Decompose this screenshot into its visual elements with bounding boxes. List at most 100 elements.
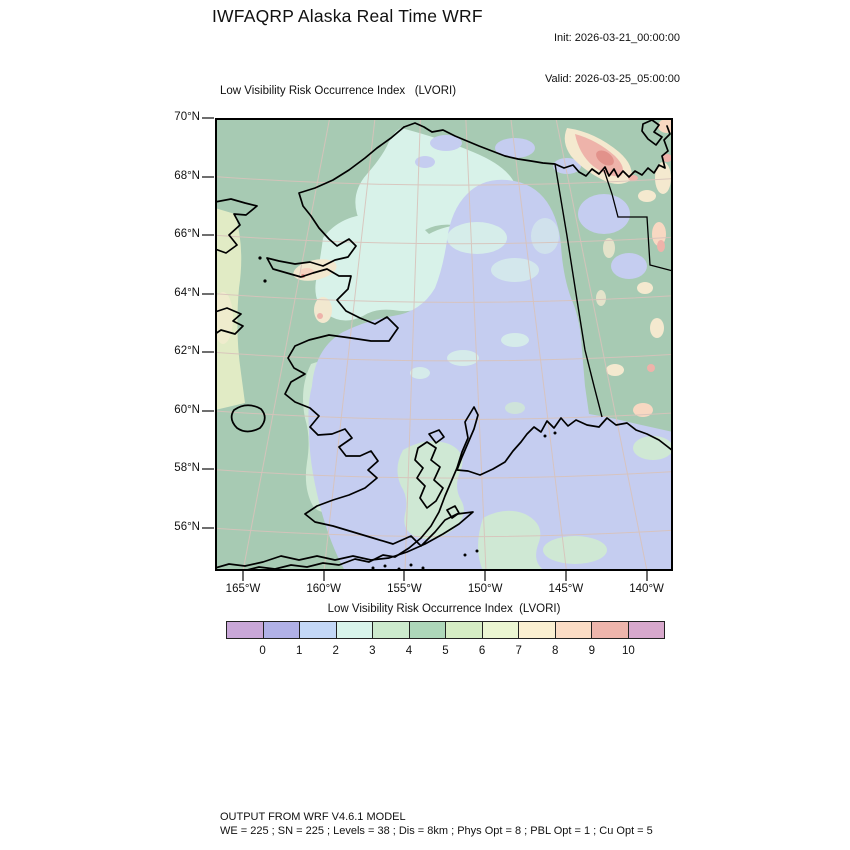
colorbar-cell — [628, 622, 664, 638]
fill-east-cream — [606, 364, 624, 376]
fill-blue-patch — [415, 156, 435, 168]
footer-model-line: OUTPUT FROM WRF V4.6.1 MODEL — [220, 811, 406, 823]
fill-cyan-patch — [501, 333, 529, 347]
fill-gulf-green-patch — [633, 436, 673, 460]
colorbar-cell — [555, 622, 592, 638]
fill-cyan-patch — [410, 367, 430, 379]
x-tick-label: 155°W — [387, 583, 422, 595]
fill-east-cream — [638, 190, 656, 202]
fill-east-salmon — [647, 364, 655, 372]
colorbar-cell — [446, 622, 483, 638]
model-times: Init: 2026-03-21_00:00:00 Valid: 2026-03… — [450, 5, 680, 113]
x-tick-label: 165°W — [225, 583, 261, 595]
coastline — [214, 119, 674, 572]
colorbar-cell — [336, 622, 373, 638]
x-tick-label: 160°W — [306, 583, 342, 595]
fill-seward-salmon-dot — [317, 313, 323, 319]
y-tick-label: 66°N — [174, 228, 200, 241]
valid-time: Valid: 2026-03-25_05:00:00 — [545, 72, 680, 85]
colorbar-cell — [300, 622, 337, 638]
y-tick-mark — [202, 117, 214, 119]
x-tick-mark — [403, 571, 406, 581]
colorbar-cell — [373, 622, 410, 638]
x-tick-mark — [645, 571, 648, 581]
graticule — [214, 117, 674, 572]
fill-east-cream — [637, 282, 653, 294]
colorbar-tick-label: 10 — [622, 645, 635, 657]
footer-config-line: WE = 225 ; SN = 225 ; Levels = 38 ; Dis … — [220, 825, 653, 837]
colorbar-cell — [227, 622, 264, 638]
colorbar-tick-label: 8 — [552, 645, 559, 657]
fill-gulf-green-patch — [478, 510, 545, 571]
colorbar-tick-label: 3 — [369, 645, 376, 657]
fill-gulf-green-patch — [543, 536, 607, 564]
island-dots — [258, 256, 557, 571]
colorbar-cell — [519, 622, 556, 638]
colorbar-cell — [592, 622, 629, 638]
colorbar-tick-label: 2 — [332, 645, 339, 657]
map-panel — [213, 117, 676, 572]
colorbar-title: Low Visibility Risk Occurrence Index (LV… — [327, 603, 561, 615]
colorbar-tick-label: 4 — [405, 645, 413, 657]
colorbar-cell — [482, 622, 519, 638]
fill-east-cream — [650, 318, 664, 338]
colorbar-tick-label: 6 — [478, 645, 486, 657]
y-tick-label: 62°N — [174, 345, 200, 358]
x-tick-mark — [242, 571, 244, 581]
colorbar-tick-label: 9 — [588, 645, 596, 657]
fill-blue-patch — [430, 135, 462, 151]
fill-east-cream — [655, 162, 671, 194]
y-tick-mark — [202, 292, 214, 295]
fill-east-salmon — [662, 154, 672, 162]
fill-east-cream — [596, 290, 606, 306]
colorbar-tick-label: 1 — [295, 645, 303, 657]
fill-cyan-patch — [491, 258, 539, 282]
fill-cyan-patch — [447, 350, 479, 366]
fill-east-peach — [652, 222, 666, 246]
x-tick-mark — [484, 571, 487, 581]
fill-east-peach — [633, 403, 653, 417]
fill-blue-patch — [611, 253, 647, 279]
y-tick-label: 56°N — [174, 520, 200, 533]
fill-blue-patch — [578, 194, 630, 234]
border-yukon-nwt — [603, 169, 674, 272]
fill-cyan-patch — [531, 218, 559, 254]
y-tick-label: 64°N — [174, 286, 200, 299]
fill-gulf-green-patch — [505, 402, 525, 414]
colorbar-cell — [263, 622, 300, 638]
y-tick-mark — [202, 409, 214, 412]
y-tick-mark — [202, 234, 214, 237]
y-tick-mark — [202, 468, 214, 471]
colorbar-cell — [409, 622, 446, 638]
y-tick-label: 70°N — [174, 111, 200, 123]
fill-cyan-patch — [447, 222, 507, 254]
fill-seward-cream2 — [314, 297, 332, 323]
fill-ne-red-core — [596, 150, 614, 166]
y-tick-mark — [202, 175, 214, 178]
fill-east-cream — [603, 238, 615, 258]
x-tick-mark — [322, 571, 325, 581]
border-alaska-canada — [554, 163, 603, 418]
colorbar — [226, 621, 665, 639]
x-tick-label: 150°W — [467, 583, 503, 595]
map-canvas — [213, 117, 676, 572]
x-tick-mark — [564, 571, 567, 581]
fill-blue-patch — [553, 158, 581, 174]
page-title: IWFAQRP Alaska Real Time WRF — [212, 6, 483, 26]
init-time: Init: 2026-03-21_00:00:00 — [554, 32, 680, 44]
map-frame — [215, 118, 673, 571]
colorbar-tick-label: 7 — [515, 645, 522, 657]
fill-blue-patch — [495, 138, 535, 158]
colorbar-tick-label: 5 — [442, 645, 449, 657]
y-tick-label: 68°N — [174, 169, 200, 182]
x-tick-label: 145°W — [548, 583, 584, 595]
y-tick-label: 58°N — [174, 462, 200, 475]
y-tick-label: 60°N — [174, 403, 200, 416]
y-tick-mark — [202, 351, 214, 354]
x-tick-label: 140°W — [629, 583, 664, 595]
fill-east-salmon — [657, 240, 665, 252]
plot-subtitle: Low Visibility Risk Occurrence Index (LV… — [220, 85, 457, 97]
y-tick-mark — [202, 526, 214, 529]
colorbar-tick-label: 0 — [259, 645, 266, 657]
